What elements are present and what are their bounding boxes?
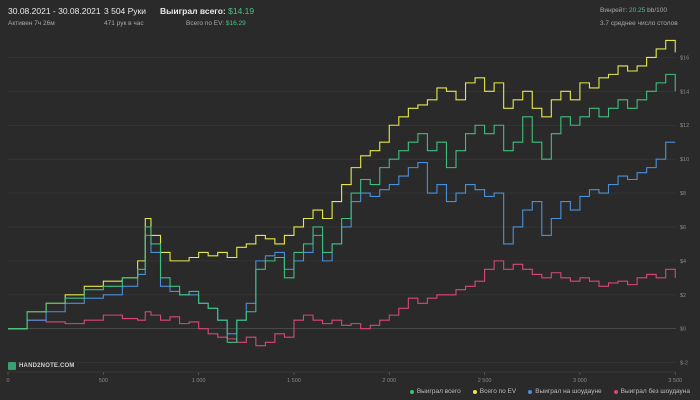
hands-block: 3 504 Руки 471 рук в час bbox=[104, 6, 146, 29]
chart-legend: Выиграл всего Всего по EV Выиграл на шоуда… bbox=[409, 388, 690, 395]
y-tick-label: $2 bbox=[680, 293, 686, 299]
y-tick-label: $16 bbox=[680, 55, 689, 61]
bankroll-chart: $-2 $0 $2 $4 $6 $8 $10 $12 $14 $16 0 500 1 000 1 500 2… bbox=[6, 39, 689, 384]
legend-label: Выиграл всего bbox=[416, 388, 461, 395]
series-line-d9477a bbox=[8, 260, 676, 347]
hand2note-logo: HAND2NOTE.COM bbox=[8, 362, 75, 370]
x-tick-label: 1 000 bbox=[192, 378, 206, 384]
y-tick-label: $10 bbox=[680, 157, 689, 163]
legend-item[interactable]: Всего по EV bbox=[472, 388, 517, 395]
date-block: 30.08.2021 - 30.08.2021 Активен 7ч 26м bbox=[8, 6, 101, 29]
avg-tables: 3.7 среднее число столов bbox=[600, 20, 678, 27]
hand2note-logo-icon bbox=[8, 362, 16, 370]
hands-per-hour: 471 рук в час bbox=[104, 20, 144, 27]
winnings-block: Выиграл всего: $14.19 Всего по EV: $16.2… bbox=[160, 6, 254, 29]
legend-label: Выиграл на шоудауне bbox=[535, 388, 602, 395]
date-range: 30.08.2021 - 30.08.2021 bbox=[8, 6, 101, 16]
x-tick-label: 3 500 bbox=[668, 378, 682, 384]
x-tick-label: 2 000 bbox=[382, 378, 396, 384]
legend-swatch-icon bbox=[528, 389, 533, 394]
legend-swatch-icon bbox=[613, 389, 618, 394]
x-tick-label: 3 000 bbox=[573, 378, 587, 384]
x-tick-label: 0 bbox=[6, 378, 9, 384]
winrate-block: Винрейт: 20.25 bb/100 3.7 среднее число … bbox=[600, 6, 678, 29]
won-value: $14.19 bbox=[228, 6, 255, 16]
winrate-label: Винрейт: bbox=[600, 7, 628, 14]
winrate-value: 20.25 bbox=[629, 7, 646, 14]
hands-count: 3 504 Руки bbox=[104, 6, 147, 16]
active-time: Активен 7ч 26м bbox=[8, 20, 55, 27]
series-line-e5e84a bbox=[8, 39, 676, 330]
y-tick-label: $12 bbox=[680, 123, 689, 129]
legend-swatch-icon bbox=[472, 389, 477, 394]
won-label: Выиграл всего: bbox=[160, 6, 226, 16]
legend-label: Выиграл без шоудауна bbox=[620, 388, 690, 395]
y-tick-label: $4 bbox=[680, 259, 686, 265]
legend-item[interactable]: Выиграл на шоудауне bbox=[528, 388, 602, 395]
legend-swatch-icon bbox=[409, 389, 414, 394]
series-line-3fbf7f bbox=[8, 73, 676, 343]
winrate-unit: bb/100 bbox=[647, 7, 667, 14]
x-tick-label: 1 500 bbox=[287, 378, 301, 384]
ev-label: Всего по EV: bbox=[186, 20, 225, 27]
y-tick-label: $6 bbox=[680, 225, 686, 231]
x-tick-label: 2 500 bbox=[478, 378, 492, 384]
logo-text: HAND2NOTE.COM bbox=[19, 363, 75, 369]
legend-item[interactable]: Выиграл без шоудауна bbox=[613, 388, 690, 395]
session-header: 30.08.2021 - 30.08.2021 Активен 7ч 26м 3… bbox=[0, 0, 700, 30]
y-tick-label: $-2 bbox=[680, 361, 688, 367]
legend-label: Всего по EV bbox=[479, 388, 517, 395]
legend-item[interactable]: Выиграл всего bbox=[409, 388, 461, 395]
ev-value: $16.29 bbox=[225, 20, 246, 27]
y-tick-label: $0 bbox=[680, 327, 686, 333]
x-tick-label: 500 bbox=[99, 378, 108, 384]
y-tick-label: $14 bbox=[680, 89, 689, 95]
y-tick-label: $8 bbox=[680, 191, 686, 197]
